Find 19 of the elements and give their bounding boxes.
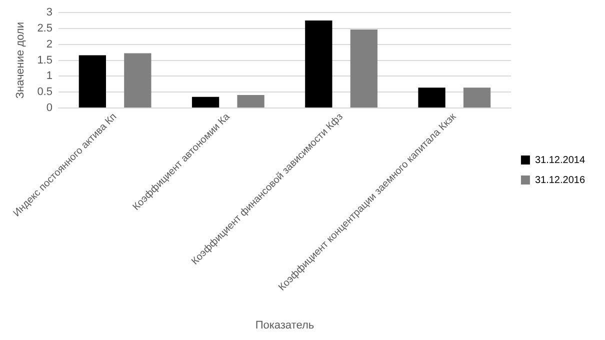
- y-tick-label: 2: [46, 38, 52, 50]
- bar: [463, 88, 491, 108]
- y-tick-label: 1: [46, 70, 52, 82]
- legend-label: 31.12.2016: [534, 174, 586, 186]
- bar: [350, 29, 378, 108]
- bar: [305, 20, 332, 108]
- y-tick-label: 3: [46, 6, 52, 19]
- y-tick-label: 0: [46, 102, 52, 114]
- x-axis-title: Показатель: [255, 319, 314, 332]
- bar: [418, 88, 446, 108]
- bar: [192, 96, 220, 108]
- y-axis-title: Значение доли: [14, 22, 27, 99]
- legend-label: 31.12.2014: [534, 154, 586, 166]
- bar: [124, 53, 152, 108]
- y-tick-label: 2.5: [37, 22, 52, 35]
- y-tick-label: 1.5: [37, 54, 52, 66]
- bar: [237, 94, 264, 108]
- y-tick-label: 0.5: [37, 86, 52, 98]
- bar: [78, 55, 106, 108]
